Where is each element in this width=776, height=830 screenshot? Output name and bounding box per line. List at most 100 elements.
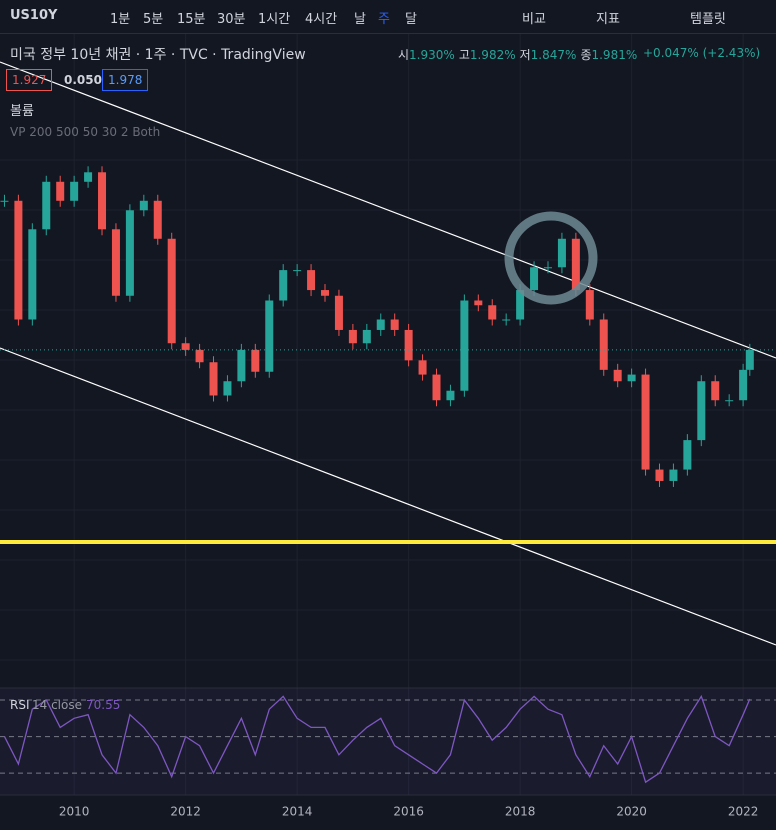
- trend-upper: [0, 61, 776, 359]
- candle: [237, 349, 246, 382]
- spread: 0.050: [64, 73, 102, 87]
- candle: [502, 319, 511, 321]
- ask: 1.978: [102, 69, 149, 91]
- x-tick-label: 2016: [393, 805, 424, 819]
- candle: [488, 305, 497, 320]
- candle: [223, 381, 232, 396]
- interval[interactable]: 15분: [177, 12, 206, 27]
- ohlc-key: 종: [580, 48, 592, 62]
- ohlc-key: 저: [519, 48, 531, 62]
- candle: [98, 172, 107, 230]
- candle: [530, 267, 539, 291]
- candle: [321, 290, 330, 296]
- rsi-value: 70.55: [86, 698, 121, 712]
- candle: [697, 381, 706, 441]
- interval[interactable]: 1분: [110, 12, 131, 27]
- candle: [557, 238, 566, 268]
- indicators[interactable]: 지표: [596, 12, 620, 27]
- candle: [474, 300, 483, 306]
- rsi-params: 14 close: [32, 698, 82, 712]
- highlight-circle: [504, 211, 598, 305]
- candle: [599, 319, 608, 370]
- vp: VP 200 500 50 30 2 Both: [10, 125, 161, 139]
- x-tick-label: 2018: [505, 805, 536, 819]
- candle: [446, 390, 455, 401]
- candle: [209, 362, 218, 396]
- candle: [181, 343, 190, 350]
- candle: [460, 300, 469, 391]
- candle: [711, 381, 720, 401]
- x-tick-label: 2022: [728, 805, 759, 819]
- ohlc-value: 1.981%: [591, 48, 638, 62]
- x-tick-label: 2014: [282, 805, 313, 819]
- candle: [655, 469, 664, 481]
- ohlc-key: 시: [398, 48, 410, 62]
- x-tick-label: 2020: [616, 805, 647, 819]
- candle: [167, 238, 176, 344]
- rsi-line: [3, 694, 751, 784]
- bid: 1.927: [6, 69, 53, 91]
- candle: [28, 229, 37, 320]
- candle: [404, 329, 413, 361]
- candle: [362, 329, 371, 344]
- candle: [571, 238, 580, 291]
- candle: [543, 267, 552, 269]
- ohlc-value: 1.847%: [530, 48, 577, 62]
- volume: 볼륨: [10, 104, 34, 119]
- candle: [516, 290, 525, 320]
- candle: [251, 349, 260, 372]
- rsi-name: RSI: [10, 698, 30, 712]
- candle: [293, 270, 302, 272]
- rsi-pane: [0, 688, 776, 795]
- interval[interactable]: 날: [354, 12, 366, 27]
- candle: [153, 200, 162, 239]
- ohlc: 시1.930% 고1.982% 저1.847% 종1.981%: [398, 46, 641, 63]
- compare[interactable]: 비교: [522, 12, 546, 27]
- interval[interactable]: 4시간: [305, 12, 338, 27]
- candle: [725, 400, 734, 402]
- candle: [641, 374, 650, 470]
- candle: [334, 295, 343, 330]
- symbol[interactable]: US10Y: [10, 8, 58, 23]
- candle: [125, 210, 134, 296]
- change: +0.047% (+2.43%): [643, 46, 761, 60]
- ohlc-value: 1.930%: [409, 48, 455, 62]
- candle: [139, 200, 148, 211]
- x-tick-label: 2010: [59, 805, 90, 819]
- candle: [70, 181, 79, 201]
- interval[interactable]: 주: [378, 12, 390, 27]
- candle: [739, 369, 748, 401]
- candle: [14, 200, 23, 320]
- x-tick-label: 2012: [170, 805, 201, 819]
- legend-title: 미국 정부 10년 채권 · 1주 · TVC · TradingView: [10, 47, 306, 63]
- candle: [432, 374, 441, 401]
- candle: [42, 181, 51, 230]
- candle: [745, 349, 754, 370]
- interval[interactable]: 달: [405, 12, 417, 27]
- ohlc-key: 고: [458, 48, 470, 62]
- candle: [627, 374, 636, 382]
- candle: [376, 319, 385, 330]
- candle: [84, 172, 93, 182]
- interval[interactable]: 1시간: [258, 12, 291, 27]
- templates[interactable]: 템플릿: [690, 12, 726, 27]
- candle: [683, 440, 692, 470]
- candle: [279, 270, 288, 301]
- trend-lower: [0, 347, 776, 646]
- candle: [195, 349, 204, 363]
- candle: [265, 300, 274, 372]
- candle: [348, 329, 357, 344]
- candle: [613, 369, 622, 382]
- candle: [418, 360, 427, 375]
- candle: [390, 319, 399, 330]
- candle: [56, 181, 65, 201]
- candle: [111, 229, 120, 296]
- interval[interactable]: 30분: [217, 12, 246, 27]
- toolbar: US10Y 1분 5분 15분 30분 1시간 4시간 날 주 달 비교 지표 템플릿: [0, 0, 776, 34]
- interval[interactable]: 5분: [143, 12, 164, 27]
- candle: [0, 200, 9, 202]
- candle: [307, 270, 316, 291]
- candle: [669, 469, 678, 481]
